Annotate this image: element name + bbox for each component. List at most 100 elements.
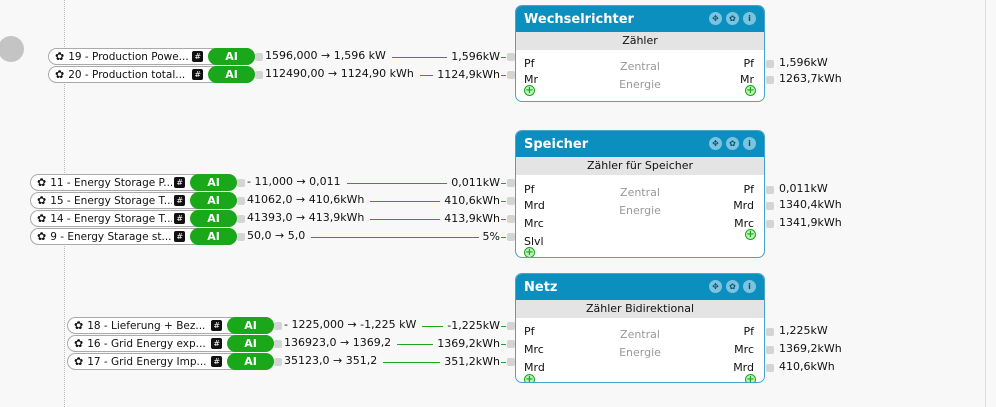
- output-connector[interactable]: [255, 53, 263, 61]
- output-connector[interactable]: [766, 186, 774, 194]
- gear-icon[interactable]: ✿: [37, 176, 47, 189]
- input-pill[interactable]: ✿ 18 - Lieferung + Bez... # AI: [67, 317, 274, 334]
- gear-icon[interactable]: ✿: [74, 319, 84, 332]
- output-connector[interactable]: [237, 233, 245, 241]
- output-connector[interactable]: [237, 197, 245, 205]
- add-output-icon[interactable]: +: [745, 229, 756, 240]
- add-output-icon[interactable]: +: [745, 85, 756, 96]
- ai-badge[interactable]: AI: [227, 335, 274, 352]
- node-netz[interactable]: Netz ✥ ✿ i Zähler Bidirektional Zentral Energi…: [515, 273, 765, 383]
- input-pill[interactable]: ✿ 11 - Energy Storage P... # AI: [30, 174, 237, 191]
- info-icon[interactable]: i: [743, 137, 756, 150]
- input-connector[interactable]: [507, 53, 515, 61]
- gear-icon[interactable]: ✿: [55, 50, 65, 63]
- node-wechselrichter[interactable]: Wechselrichter ✥ ✿ i Zähler Zentral Energie Pf M…: [515, 5, 765, 102]
- gear-icon[interactable]: ✿: [37, 212, 47, 225]
- info-icon[interactable]: i: [743, 12, 756, 25]
- output-connector[interactable]: [255, 71, 263, 79]
- input-port-mrc: Mrc: [524, 343, 544, 356]
- node-subtitle: Zähler: [516, 32, 764, 50]
- ai-badge[interactable]: AI: [190, 210, 237, 227]
- hash-badge[interactable]: #: [211, 320, 223, 331]
- canvas-handle[interactable]: [0, 36, 24, 62]
- output-value: 1,596kW: [779, 56, 828, 69]
- input-connector[interactable]: [507, 71, 515, 79]
- output-value: 410,6kWh: [779, 360, 835, 373]
- input-pill[interactable]: ✿ 19 - Production Powe... # AI: [48, 48, 255, 65]
- add-output-icon[interactable]: +: [745, 374, 756, 383]
- input-connector[interactable]: [507, 358, 515, 366]
- input-port-mrc: Mrc: [524, 217, 544, 230]
- ai-badge[interactable]: AI: [208, 66, 255, 83]
- hash-badge[interactable]: #: [192, 51, 204, 62]
- output-connector[interactable]: [766, 76, 774, 84]
- gear-icon[interactable]: ✿: [74, 355, 84, 368]
- gear-icon[interactable]: ✿: [37, 194, 47, 207]
- connection-wire: [370, 201, 440, 202]
- gear-icon[interactable]: ✿: [74, 337, 84, 350]
- ai-badge[interactable]: AI: [227, 353, 274, 370]
- hash-badge[interactable]: #: [174, 231, 186, 242]
- input-connector[interactable]: [507, 197, 515, 205]
- input-label: 9 - Energy Starage st...: [50, 230, 172, 243]
- ai-badge[interactable]: AI: [190, 228, 237, 245]
- hash-badge[interactable]: #: [174, 195, 186, 206]
- node-speicher[interactable]: Speicher ✥ ✿ i Zähler für Speicher Zentral Ene…: [515, 130, 765, 258]
- output-connector[interactable]: [766, 328, 774, 336]
- info-icon[interactable]: i: [743, 280, 756, 293]
- input-connector[interactable]: [507, 215, 515, 223]
- input-pill[interactable]: ✿ 9 - Energy Starage st... # AI: [30, 228, 237, 245]
- gear-icon[interactable]: ✿: [726, 280, 739, 293]
- gear-icon[interactable]: ✿: [55, 68, 65, 81]
- hash-badge[interactable]: #: [192, 69, 204, 80]
- output-connector[interactable]: [274, 340, 282, 348]
- input-connector[interactable]: [507, 322, 515, 330]
- gear-icon[interactable]: ✿: [37, 230, 47, 243]
- node-header[interactable]: Speicher ✥ ✿ i: [516, 131, 764, 157]
- hash-badge[interactable]: #: [174, 177, 186, 188]
- connection-stub: [501, 326, 506, 327]
- output-port-mrd: Mrd: [733, 199, 754, 212]
- move-icon[interactable]: ✥: [709, 137, 722, 150]
- ai-badge[interactable]: AI: [227, 317, 274, 334]
- ai-badge[interactable]: AI: [190, 192, 237, 209]
- raw-value: 136923,0 → 1369,2: [284, 336, 392, 349]
- gear-icon[interactable]: ✿: [726, 137, 739, 150]
- input-connector[interactable]: [507, 340, 515, 348]
- input-connector[interactable]: [507, 233, 515, 241]
- input-port-mr: Mr: [524, 73, 539, 86]
- input-connector[interactable]: [507, 179, 515, 187]
- node-header[interactable]: Wechselrichter ✥ ✿ i: [516, 6, 764, 32]
- input-port-pf: Pf: [524, 57, 535, 70]
- input-pill[interactable]: ✿ 17 - Grid Energy Imp... # AI: [67, 353, 274, 370]
- output-connector[interactable]: [274, 358, 282, 366]
- move-icon[interactable]: ✥: [709, 280, 722, 293]
- add-input-icon[interactable]: +: [524, 247, 535, 258]
- output-connector[interactable]: [766, 364, 774, 372]
- output-connector[interactable]: [766, 220, 774, 228]
- gear-icon[interactable]: ✿: [726, 12, 739, 25]
- node-header[interactable]: Netz ✥ ✿ i: [516, 274, 764, 300]
- output-connector[interactable]: [274, 322, 282, 330]
- input-pill[interactable]: ✿ 14 - Energy Storage T... # AI: [30, 210, 237, 227]
- add-input-icon[interactable]: +: [524, 85, 535, 96]
- hash-badge[interactable]: #: [211, 338, 223, 349]
- output-connector[interactable]: [766, 202, 774, 210]
- input-pill[interactable]: ✿ 20 - Production total... # AI: [48, 66, 255, 83]
- hash-badge[interactable]: #: [211, 356, 223, 367]
- move-icon[interactable]: ✥: [709, 12, 722, 25]
- node-buttons: ✥ ✿ i: [709, 12, 756, 25]
- input-pill[interactable]: ✿ 16 - Grid Energy exp... # AI: [67, 335, 274, 352]
- ai-badge[interactable]: AI: [208, 48, 255, 65]
- output-connector[interactable]: [766, 346, 774, 354]
- output-connector[interactable]: [237, 179, 245, 187]
- ai-badge[interactable]: AI: [190, 174, 237, 191]
- input-label: 15 - Energy Storage T...: [50, 194, 173, 207]
- output-connector[interactable]: [766, 60, 774, 68]
- raw-value: 50,0 → 5,0: [247, 229, 306, 242]
- add-input-icon[interactable]: +: [524, 374, 535, 383]
- input-pill[interactable]: ✿ 15 - Energy Storage T... # AI: [30, 192, 237, 209]
- output-port-pf: Pf: [743, 325, 754, 338]
- hash-badge[interactable]: #: [174, 213, 186, 224]
- output-connector[interactable]: [237, 215, 245, 223]
